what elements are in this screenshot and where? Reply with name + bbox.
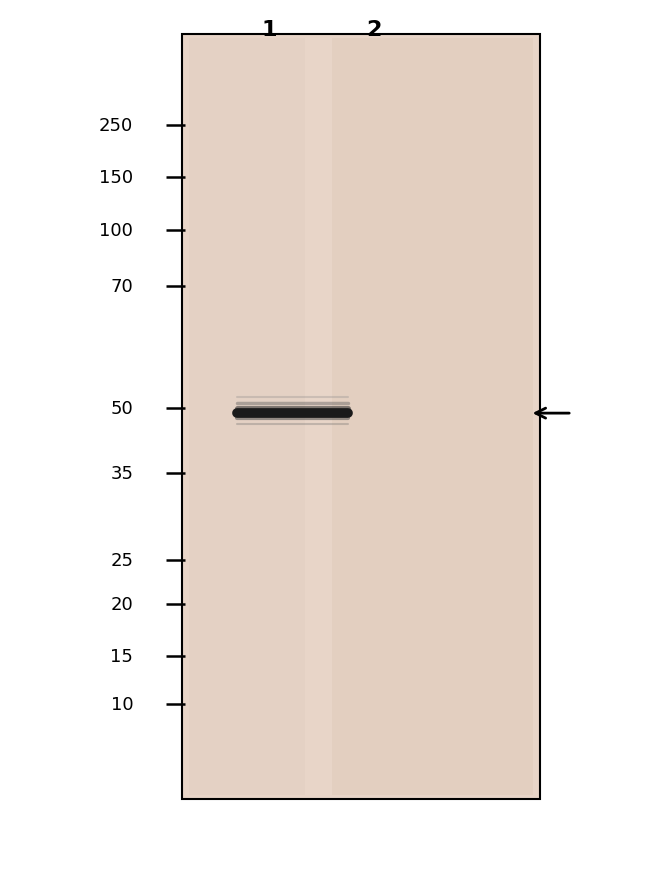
Text: 150: 150 bbox=[99, 169, 133, 187]
Bar bbox=[182, 35, 540, 799]
Bar bbox=[188, 39, 304, 795]
Text: 70: 70 bbox=[111, 278, 133, 295]
Text: 100: 100 bbox=[99, 222, 133, 239]
Text: 2: 2 bbox=[366, 21, 382, 40]
Text: 10: 10 bbox=[111, 695, 133, 713]
Text: 25: 25 bbox=[111, 552, 133, 569]
Text: 35: 35 bbox=[111, 465, 133, 482]
Text: 50: 50 bbox=[111, 400, 133, 417]
Bar bbox=[332, 39, 533, 795]
Text: 1: 1 bbox=[262, 21, 278, 40]
Text: 20: 20 bbox=[111, 595, 133, 613]
Text: 15: 15 bbox=[111, 647, 133, 665]
Text: 250: 250 bbox=[99, 117, 133, 135]
